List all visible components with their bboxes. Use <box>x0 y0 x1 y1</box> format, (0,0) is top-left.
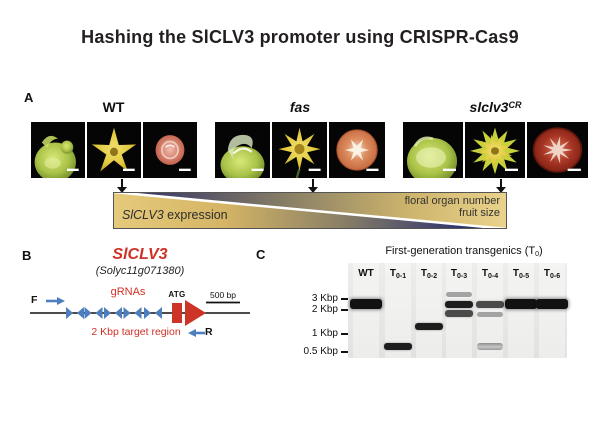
photo-wt-meristem <box>31 122 85 178</box>
gel-band <box>505 299 537 310</box>
gene-diagram <box>30 297 250 337</box>
gel-lane-label: T0-5 <box>512 268 530 280</box>
gel-marker-label: 3 Kbp <box>311 293 338 304</box>
gel-band <box>536 299 568 310</box>
target-region-label: 2 Kbp target region <box>91 326 181 338</box>
group-label-fas: fas <box>289 99 311 115</box>
gel-marker-dash <box>341 333 348 335</box>
gel-band <box>446 291 472 297</box>
photo-fas-meristem <box>215 122 270 178</box>
gel-lane-label: T0-1 <box>389 268 407 280</box>
expression-label: SlCLV3 expression <box>122 208 228 222</box>
gel-marker-dash <box>341 298 348 300</box>
grna-arrowheads <box>66 307 162 319</box>
gel-lane <box>416 263 442 358</box>
gel-title: First-generation transgenics (T0) <box>385 245 543 258</box>
gel-lane-label: T0-2 <box>420 268 438 280</box>
gradient-wedges <box>112 190 508 231</box>
gel-band <box>445 300 473 308</box>
gel-lane <box>353 263 379 358</box>
figure-title: Hashing the SlCLV3 promoter using CRISPR… <box>81 27 519 47</box>
gene-direction-arrow <box>185 300 206 326</box>
gel-marker-label: 0.5 Kbp <box>303 346 338 357</box>
photo-slclv3-flower <box>465 122 525 178</box>
gel-marker-label: 1 Kbp <box>311 328 338 339</box>
gel-band <box>477 342 503 350</box>
grnas-label: gRNAs <box>110 286 146 298</box>
reverse-primer-arrow <box>188 329 205 337</box>
gene-id: (Solyc11g071380) <box>95 265 185 277</box>
reverse-primer-label: R <box>205 326 213 338</box>
gel-band <box>350 299 382 310</box>
gel-band <box>476 300 504 308</box>
gel-band <box>415 323 443 331</box>
photo-wt-flower <box>87 122 141 178</box>
expression-gradient-band: SlCLV3 expression floral organ number fr… <box>112 190 508 231</box>
gel-marker-label: 2 Kbp <box>311 304 338 315</box>
gel-lane <box>477 263 503 358</box>
gel-lane <box>539 263 565 358</box>
gel-lane <box>508 263 534 358</box>
forward-primer-label: F <box>31 294 38 306</box>
photo-slclv3-meristem <box>403 122 463 178</box>
photo-fas-fruit <box>329 122 385 178</box>
atg-label: ATG <box>168 290 186 299</box>
gel-band <box>445 310 473 318</box>
gel-lane-label: T0-3 <box>450 268 468 280</box>
gel-marker-dash <box>341 351 348 353</box>
group-label-slclv3cr: slclv3CR <box>469 99 522 115</box>
down-arrow-icon <box>496 179 506 193</box>
phenotype-label: floral organ number fruit size <box>404 195 500 219</box>
gel-band <box>384 343 412 351</box>
gel: WT T0-1 T0-2 T0-3 T0-4 T0-5 T0-6 <box>348 263 568 358</box>
gel-band <box>477 312 503 318</box>
panel-b-label: B <box>22 248 32 263</box>
photo-wt-fruit <box>143 122 197 178</box>
gel-lane-label: T0-4 <box>481 268 499 280</box>
exon-box <box>172 303 182 323</box>
gel-marker-dash <box>341 309 348 311</box>
panel-c-label: C <box>256 247 266 262</box>
scale-bar-label: 500 bp <box>210 290 236 300</box>
panel-a-label: A <box>24 90 34 105</box>
down-arrow-icon <box>117 179 127 193</box>
gel-lane-label: T0-6 <box>543 268 561 280</box>
gel-lane-label: WT <box>358 268 374 279</box>
gel-lane <box>385 263 411 358</box>
group-label-wt: WT <box>102 99 125 115</box>
down-arrow-icon <box>308 179 318 193</box>
photo-fas-flower <box>272 122 327 178</box>
gene-name: SlCLV3 <box>112 246 168 263</box>
photo-slclv3-fruit <box>527 122 588 178</box>
forward-primer-arrow <box>46 297 65 305</box>
